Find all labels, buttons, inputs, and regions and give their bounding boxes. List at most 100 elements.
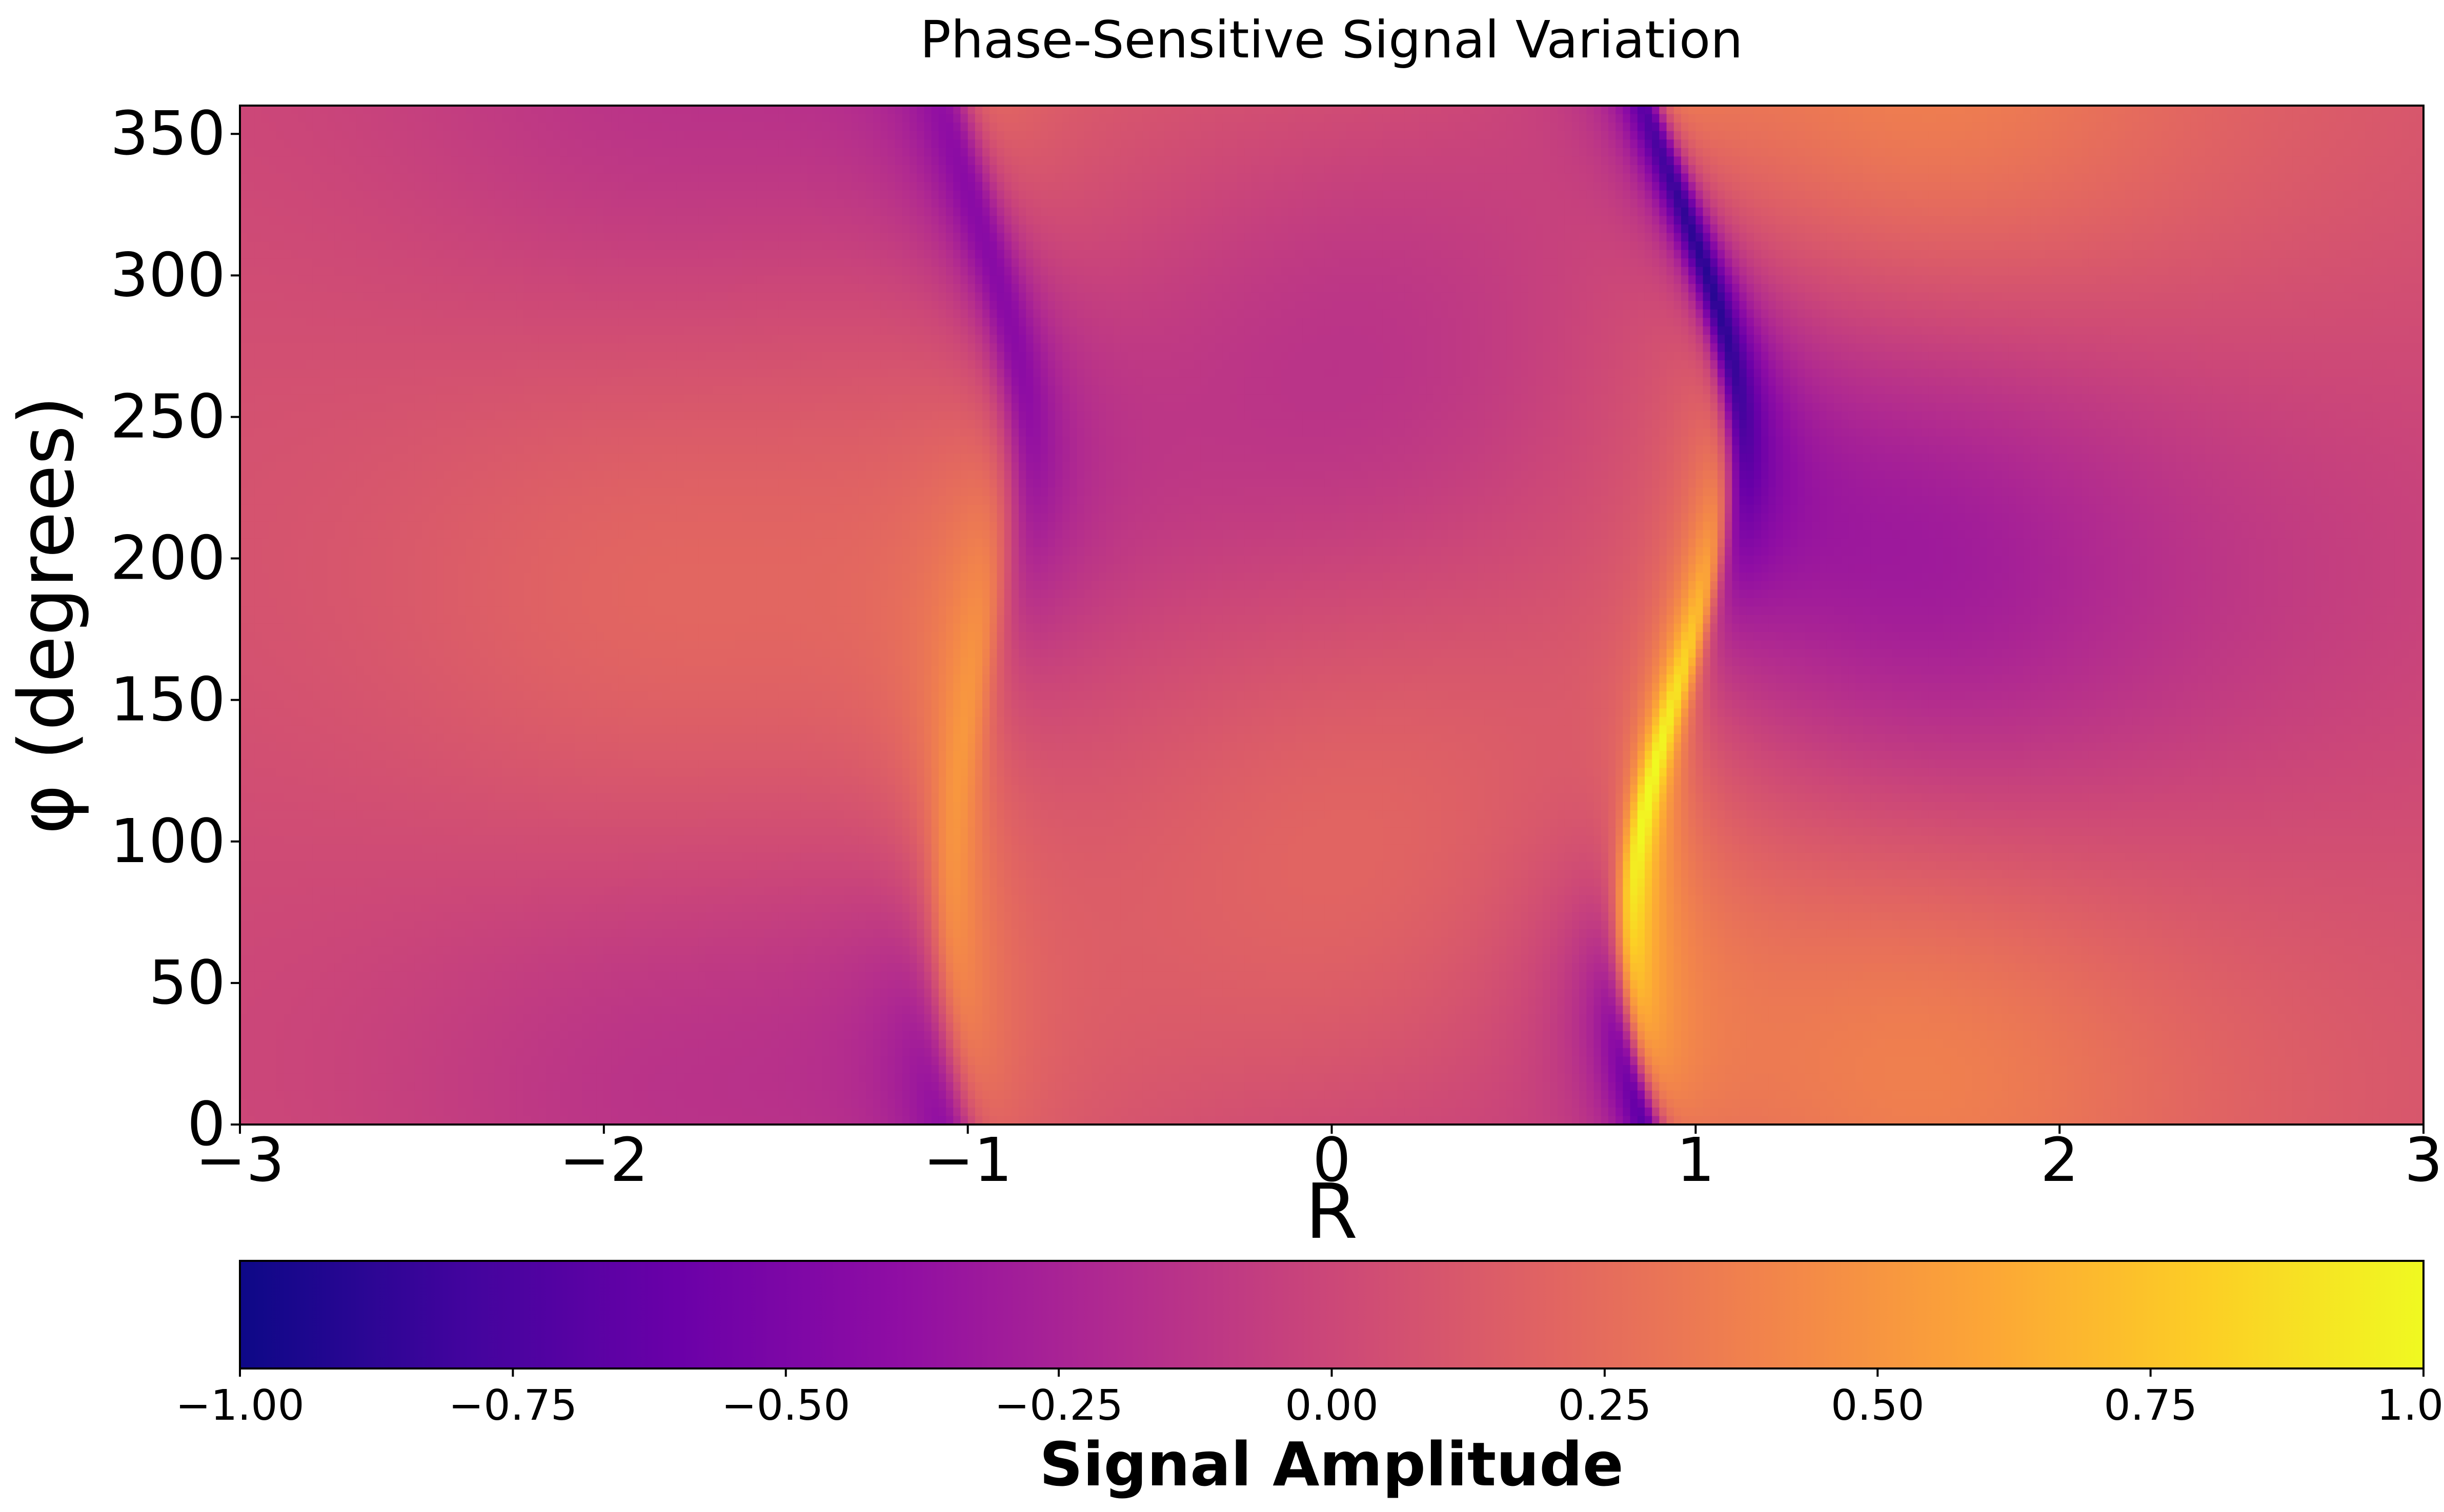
heatmap-cell <box>735 191 742 199</box>
heatmap-cell <box>1055 165 1063 174</box>
heatmap-cell <box>363 156 371 165</box>
heatmap-cell <box>327 139 335 148</box>
heatmap-cell <box>1820 148 1827 157</box>
heatmap-cell <box>2212 199 2220 208</box>
heatmap-cell <box>698 208 706 216</box>
heatmap-cell <box>1987 191 1994 199</box>
heatmap-cell <box>335 165 342 174</box>
heatmap-cell <box>1543 139 1550 148</box>
heatmap-cell <box>1914 191 1922 199</box>
heatmap-cell <box>1186 224 1194 233</box>
heatmap-cell <box>444 114 452 123</box>
heatmap-cell <box>1856 174 1864 182</box>
heatmap-cell <box>1303 233 1310 242</box>
heatmap-cell <box>1376 106 1383 114</box>
heatmap-cell <box>276 148 284 157</box>
heatmap-cell <box>1448 122 1456 131</box>
heatmap-cell <box>2373 174 2380 182</box>
heatmap-cell <box>1448 199 1456 208</box>
heatmap-cell <box>509 199 517 208</box>
heatmap-cell <box>1135 131 1143 140</box>
heatmap-cell <box>2162 122 2169 131</box>
heatmap-cell <box>1645 182 1652 191</box>
heatmap-cell <box>1681 191 1689 199</box>
heatmap-cell <box>568 165 575 174</box>
heatmap-cell <box>1550 122 1558 131</box>
heatmap-cell <box>524 191 532 199</box>
heatmap-cell <box>298 208 306 216</box>
heatmap-cell <box>917 241 924 250</box>
heatmap-cell <box>917 122 924 131</box>
heatmap-cell <box>1957 131 1965 140</box>
heatmap-cell <box>1601 208 1609 216</box>
heatmap-cell <box>1346 182 1354 191</box>
heatmap-cell <box>1346 131 1354 140</box>
heatmap-cell <box>618 139 626 148</box>
heatmap-cell <box>2154 216 2162 224</box>
heatmap-cell <box>356 182 364 191</box>
heatmap-cell <box>713 139 721 148</box>
heatmap-cell <box>589 208 597 216</box>
heatmap-cell <box>298 114 306 123</box>
heatmap-cell <box>720 199 728 208</box>
heatmap-cell <box>1346 208 1354 216</box>
heatmap-cell <box>1987 114 1994 123</box>
heatmap-cell <box>2321 233 2329 242</box>
heatmap-cell <box>1499 122 1507 131</box>
heatmap-cell <box>2307 182 2315 191</box>
heatmap-cell <box>1776 182 1784 191</box>
heatmap-cell <box>771 191 779 199</box>
heatmap-cell <box>451 139 459 148</box>
heatmap-cell <box>2351 208 2358 216</box>
heatmap-cell <box>1740 122 1747 131</box>
heatmap-cell <box>1397 139 1405 148</box>
heatmap-cell <box>633 191 641 199</box>
heatmap-cell <box>2285 224 2293 233</box>
heatmap-cell <box>1426 191 1434 199</box>
heatmap-cell <box>2329 191 2336 199</box>
heatmap-cell <box>2344 156 2351 165</box>
heatmap-cell <box>284 241 291 250</box>
heatmap-cell <box>975 216 983 224</box>
heatmap-cell <box>473 182 480 191</box>
heatmap-cell <box>2074 131 2082 140</box>
heatmap-cell <box>968 191 976 199</box>
heatmap-cell <box>662 139 670 148</box>
heatmap-cell <box>2387 216 2395 224</box>
heatmap-cell <box>429 224 437 233</box>
heatmap-cell <box>2162 148 2169 157</box>
heatmap-cell <box>1281 148 1288 157</box>
heatmap-cell <box>2009 114 2016 123</box>
heatmap-cell <box>830 122 837 131</box>
heatmap-cell <box>2401 106 2409 114</box>
heatmap-cell <box>1463 165 1470 174</box>
heatmap-cell <box>968 216 976 224</box>
heatmap-cell <box>2052 131 2060 140</box>
heatmap-cell <box>1426 165 1434 174</box>
heatmap-cell <box>2052 156 2060 165</box>
heatmap-cell <box>2365 233 2373 242</box>
heatmap-cell <box>2387 131 2395 140</box>
heatmap-cell <box>1615 199 1623 208</box>
heatmap-cell <box>2154 199 2162 208</box>
heatmap-cell <box>1346 165 1354 174</box>
heatmap-cell <box>1768 191 1776 199</box>
heatmap-cell <box>1317 139 1325 148</box>
heatmap-cell <box>830 114 837 123</box>
heatmap-cell <box>1521 165 1529 174</box>
heatmap-cell <box>786 208 794 216</box>
heatmap-cell <box>306 122 313 131</box>
heatmap-cell <box>1339 114 1347 123</box>
heatmap-cell <box>953 156 961 165</box>
heatmap-cell <box>1426 148 1434 157</box>
heatmap-cell <box>371 148 379 157</box>
heatmap-cell <box>1069 139 1077 148</box>
heatmap-cell <box>488 165 495 174</box>
heatmap-cell <box>2030 182 2038 191</box>
heatmap-cell <box>997 241 1004 250</box>
heatmap-cell <box>568 208 575 216</box>
heatmap-cell <box>1528 191 1536 199</box>
heatmap-cell <box>757 165 764 174</box>
heatmap-cell <box>1659 199 1667 208</box>
heatmap-cell <box>400 182 408 191</box>
